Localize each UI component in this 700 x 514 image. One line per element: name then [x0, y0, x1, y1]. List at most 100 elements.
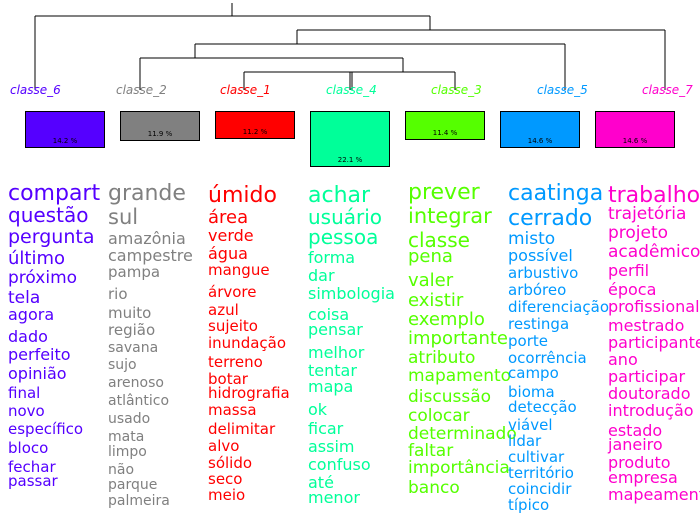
word-classe-1: úmido [208, 183, 277, 208]
word-classe-1: água [208, 244, 248, 263]
word-classe-2: mata [108, 429, 145, 445]
word-classe-4: dar [308, 266, 335, 285]
word-classe-5: típico [508, 496, 550, 514]
word-classe-7: doutorado [608, 384, 691, 403]
word-classe-5: possível [508, 246, 573, 265]
word-classe-7: janeiro [608, 435, 663, 454]
word-classe-6: bloco [8, 439, 49, 457]
class-label-3: classe_3 [431, 83, 482, 97]
class-pct-2: 11.9 % [147, 130, 173, 138]
word-classe-4: coisa [308, 305, 350, 324]
word-classe-5: arbustivo [508, 264, 579, 282]
word-classe-6: agora [8, 305, 55, 324]
word-classe-5: campo [508, 364, 559, 382]
class-pct-4: 22.1 % [337, 156, 363, 164]
word-classe-2: sujo [108, 357, 137, 373]
class-box-6: 14.2 % [25, 111, 105, 148]
class-label-4: classe_4 [326, 83, 377, 97]
word-classe-7: introdução [608, 401, 694, 420]
word-classe-7: participar [608, 367, 686, 386]
class-box-5: 14.6 % [500, 111, 580, 148]
word-classe-1: terreno [208, 353, 263, 371]
class-box-7: 14.6 % [595, 111, 675, 148]
word-classe-1: massa [208, 401, 257, 419]
word-classe-2: região [108, 321, 156, 339]
word-classe-2: palmeira [108, 493, 170, 509]
class-pct-5: 14.6 % [527, 137, 553, 145]
word-classe-1: seco [208, 470, 243, 488]
word-classe-4: simbologia [308, 284, 395, 303]
class-pct-7: 14.6 % [622, 137, 648, 145]
word-classe-2: savana [108, 340, 159, 356]
word-classe-6: fechar [8, 458, 56, 476]
word-classe-2: sul [108, 205, 139, 229]
class-box-4: 22.1 % [310, 111, 390, 167]
word-classe-5: caatinga [508, 181, 604, 206]
word-classe-7: estado [608, 421, 663, 440]
word-classe-2: rio [108, 285, 128, 303]
word-classe-2: pampa [108, 263, 161, 281]
word-classe-2: campestre [108, 246, 193, 265]
word-classe-6: dado [8, 327, 48, 346]
word-classe-7: trabalho [608, 183, 700, 208]
word-classe-5: cultivar [508, 448, 565, 466]
word-classe-5: lidar [508, 432, 542, 450]
word-classe-1: mangue [208, 261, 270, 279]
word-classe-6: final [8, 384, 41, 402]
word-classe-4: ok [308, 400, 328, 419]
word-classe-3: pena [408, 246, 453, 267]
word-classe-6: passar [8, 472, 58, 490]
word-classe-1: alvo [208, 437, 240, 455]
word-classe-3: colocar [408, 406, 470, 426]
class-box-1: 11.2 % [215, 111, 295, 139]
word-classe-6: questão [8, 203, 89, 227]
word-classe-7: participante [608, 333, 700, 352]
word-classe-1: botar [208, 370, 248, 388]
word-classe-2: muito [108, 304, 152, 322]
word-classe-2: atlântico [108, 393, 170, 409]
class-label-2: classe_2 [116, 83, 167, 97]
class-pct-1: 11.2 % [242, 128, 268, 136]
word-classe-7: época [608, 280, 657, 299]
word-classe-4: tentar [308, 361, 357, 380]
word-classe-5: bioma [508, 383, 555, 401]
word-classe-4: ficar [308, 419, 344, 438]
word-classe-7: produto [608, 453, 671, 472]
class-label-5: classe_5 [537, 83, 588, 97]
word-classe-4: usuário [308, 205, 383, 229]
class-label-1: classe_1 [220, 83, 271, 97]
word-classe-3: importância [408, 458, 510, 478]
word-classe-4: achar [308, 183, 371, 208]
word-classe-5: arbóreo [508, 281, 567, 299]
class-pct-3: 11.4 % [432, 129, 458, 137]
word-classe-7: ano [608, 350, 638, 369]
word-classe-1: árvore [208, 283, 257, 301]
word-classe-3: valer [408, 270, 454, 291]
word-classe-4: assim [308, 437, 355, 456]
word-classe-2: não [108, 462, 135, 478]
word-classe-5: coincidir [508, 480, 572, 498]
word-classe-6: tela [8, 288, 41, 308]
word-classe-2: parque [108, 477, 158, 493]
word-classe-3: integrar [408, 204, 492, 228]
word-classe-7: mestrado [608, 316, 685, 335]
word-classe-1: área [208, 207, 249, 228]
word-classe-1: azul [208, 301, 239, 319]
word-classe-4: menor [308, 488, 360, 507]
word-classe-5: restinga [508, 315, 570, 333]
word-classe-7: profissional [608, 297, 700, 316]
word-classe-4: forma [308, 248, 356, 267]
word-classe-3: existir [408, 290, 464, 311]
word-classe-5: cerrado [508, 206, 593, 231]
word-classe-1: sólido [208, 454, 253, 472]
word-classe-6: perfeito [8, 345, 71, 364]
word-classe-5: misto [508, 229, 556, 249]
class-label-6: classe_6 [10, 83, 61, 97]
class-box-2: 11.9 % [120, 111, 200, 141]
word-classe-7: mapeamento [608, 485, 700, 504]
word-classe-2: arenoso [108, 375, 164, 391]
word-classe-4: mapa [308, 377, 354, 396]
word-classe-7: trajetória [608, 204, 687, 224]
class-pct-6: 14.2 % [52, 137, 78, 145]
word-classe-1: delimitar [208, 420, 276, 438]
